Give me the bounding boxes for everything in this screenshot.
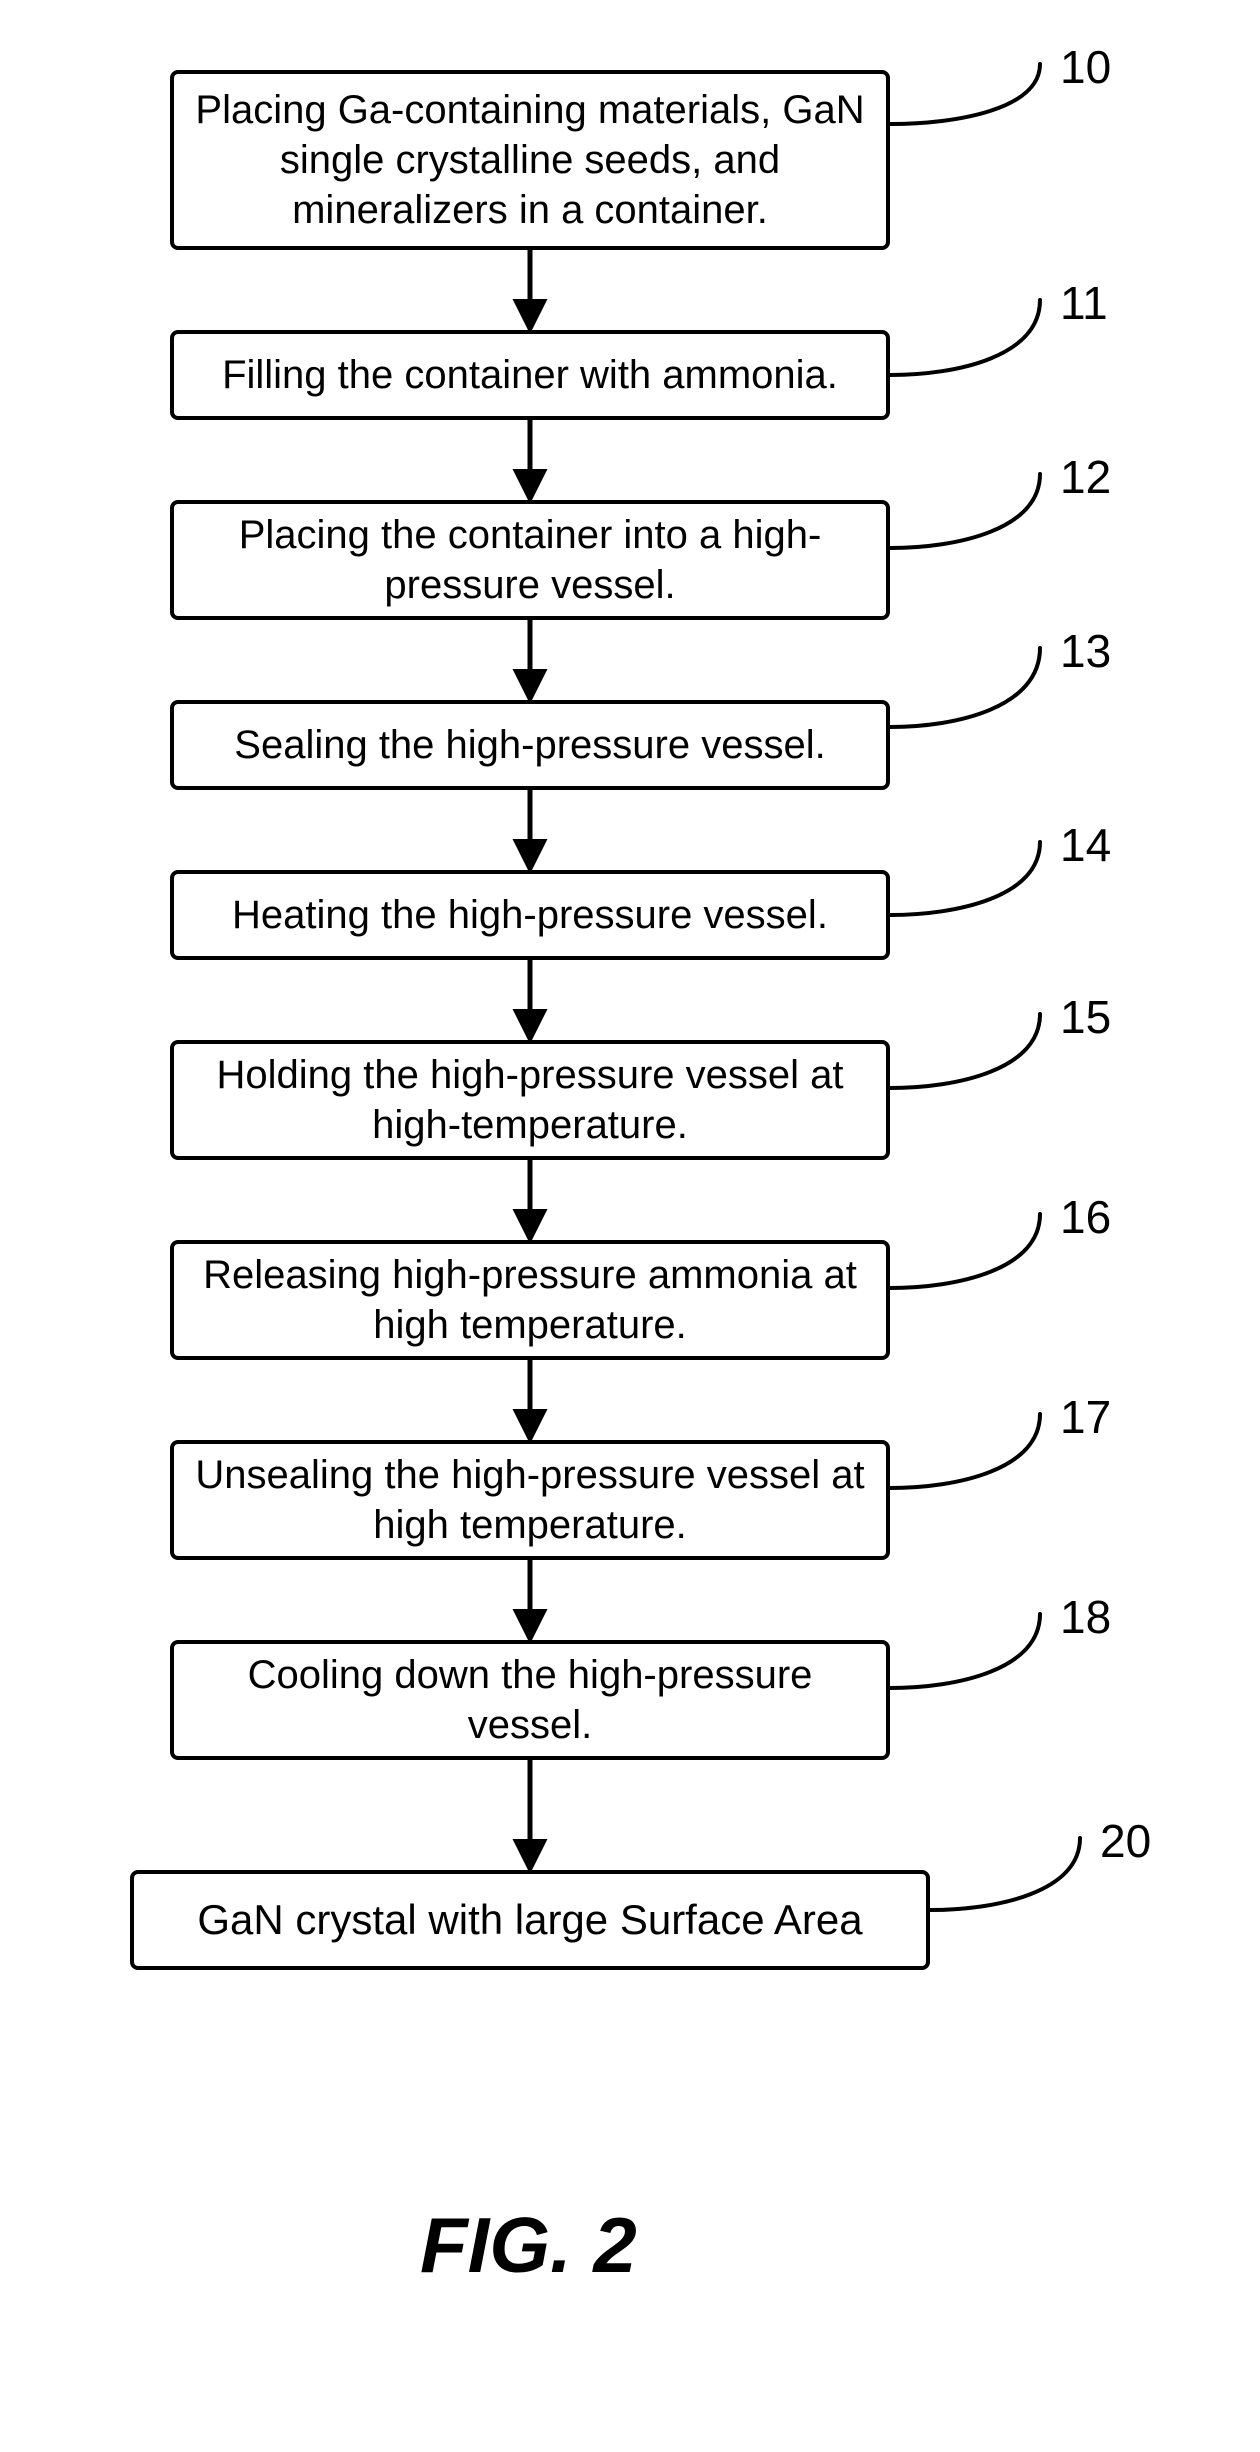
leader-10 [890, 64, 1040, 124]
flowchart-step-b10: Placing Ga-containing materials, GaN sin… [170, 70, 890, 250]
ref-label-17: 17 [1060, 1390, 1111, 1444]
flowchart-step-b16: Releasing high-pressure ammonia at high … [170, 1240, 890, 1360]
flowchart-step-b15: Holding the high-pressure vessel at high… [170, 1040, 890, 1160]
leader-14 [890, 842, 1040, 915]
step-text: Heating the high-pressure vessel. [232, 890, 828, 940]
step-text: Holding the high-pressure vessel at high… [194, 1050, 866, 1150]
ref-label-13: 13 [1060, 624, 1111, 678]
flowchart-step-b14: Heating the high-pressure vessel. [170, 870, 890, 960]
flowchart-step-b11: Filling the container with ammonia. [170, 330, 890, 420]
leader-12 [890, 474, 1040, 548]
leader-15 [890, 1014, 1040, 1088]
step-text: Cooling down the high-pressure vessel. [194, 1650, 866, 1750]
leader-13 [890, 648, 1040, 727]
ref-label-16: 16 [1060, 1190, 1111, 1244]
flowchart-step-b18: Cooling down the high-pressure vessel. [170, 1640, 890, 1760]
ref-label-11: 11 [1060, 276, 1108, 330]
leader-20 [930, 1838, 1080, 1910]
flowchart-step-b17: Unsealing the high-pressure vessel at hi… [170, 1440, 890, 1560]
ref-label-12: 12 [1060, 450, 1111, 504]
leader-17 [890, 1414, 1040, 1488]
step-text: Unsealing the high-pressure vessel at hi… [194, 1450, 866, 1550]
ref-label-18: 18 [1060, 1590, 1111, 1644]
ref-label-20: 20 [1100, 1814, 1151, 1868]
step-text: Placing the container into a high-pressu… [194, 510, 866, 610]
flowchart-step-b13: Sealing the high-pressure vessel. [170, 700, 890, 790]
step-text: Filling the container with ammonia. [222, 350, 838, 400]
flowchart-step-b20: GaN crystal with large Surface Area [130, 1870, 930, 1970]
step-text: Releasing high-pressure ammonia at high … [194, 1250, 866, 1350]
flowchart-canvas: Placing Ga-containing materials, GaN sin… [0, 0, 1260, 2452]
leader-16 [890, 1214, 1040, 1288]
figure-caption: FIG. 2 [420, 2200, 637, 2291]
step-text: GaN crystal with large Surface Area [197, 1894, 862, 1947]
step-text: Sealing the high-pressure vessel. [234, 720, 825, 770]
leader-11 [890, 300, 1040, 375]
ref-label-15: 15 [1060, 990, 1111, 1044]
leader-18 [890, 1614, 1040, 1688]
step-text: Placing Ga-containing materials, GaN sin… [194, 85, 866, 235]
ref-label-10: 10 [1060, 40, 1111, 94]
flowchart-step-b12: Placing the container into a high-pressu… [170, 500, 890, 620]
ref-label-14: 14 [1060, 818, 1111, 872]
